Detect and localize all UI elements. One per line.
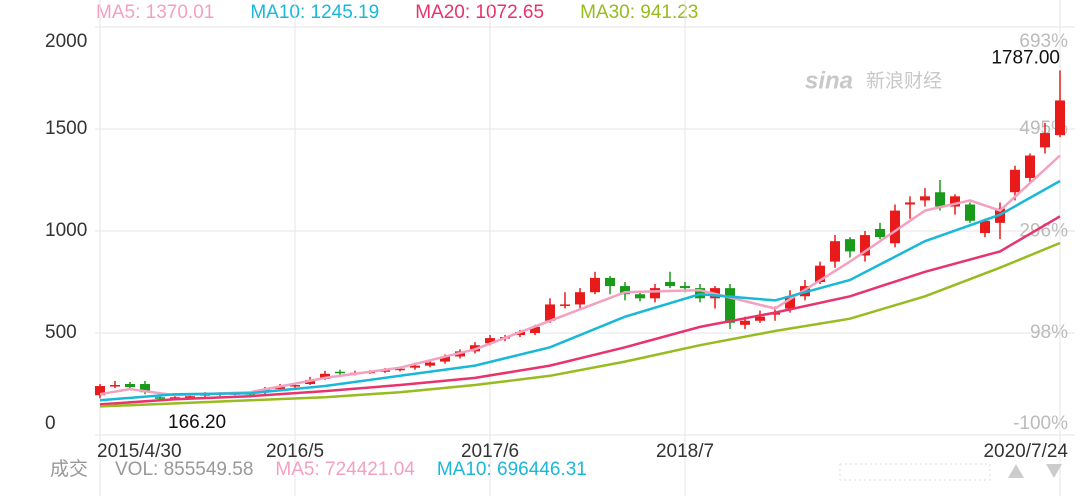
candle-body xyxy=(185,396,195,398)
candle-body xyxy=(110,385,120,387)
candle-body xyxy=(335,371,345,374)
volume-legend: MA10: 696446.31 xyxy=(437,459,587,480)
y2-tick-label: 296% xyxy=(1019,220,1068,241)
candle-body xyxy=(860,235,870,256)
candle-body xyxy=(845,239,855,252)
candle-body xyxy=(890,210,900,244)
x-tick-label: 2016/5 xyxy=(266,441,324,462)
watermark-name: 新浪财经 xyxy=(866,70,942,92)
candle-body xyxy=(725,288,735,323)
down-arrow[interactable] xyxy=(1046,464,1062,478)
candle-body xyxy=(650,288,660,299)
y2-tick-label: -100% xyxy=(1013,413,1068,434)
candle-body xyxy=(290,385,300,387)
ma-line xyxy=(99,215,1061,406)
legend-entry: MA20: 1072.65 xyxy=(415,2,544,23)
x-tick-label: 2018/7 xyxy=(656,441,714,462)
candle-body xyxy=(755,316,765,321)
candle-body xyxy=(605,277,615,287)
y-tick-label: 0 xyxy=(45,413,56,434)
candle-body xyxy=(965,204,975,221)
y-tick-label: 500 xyxy=(45,322,77,343)
x-tick-label: 2020/7/24 xyxy=(983,441,1068,462)
y-tick-label: 2000 xyxy=(45,31,87,52)
candle-body xyxy=(1025,155,1035,178)
candle-body xyxy=(125,384,135,388)
candle-body xyxy=(590,277,600,293)
candle-body xyxy=(950,196,960,207)
candle-body xyxy=(575,292,585,305)
candle-body xyxy=(980,220,990,234)
dotted-panel xyxy=(839,463,991,481)
x-tick-label: 2015/4/30 xyxy=(97,441,182,462)
legend-entry: MA10: 1245.19 xyxy=(250,2,379,23)
candle-body xyxy=(665,282,675,287)
candle-body xyxy=(155,397,165,399)
y-tick-label: 1500 xyxy=(45,118,87,139)
volume-legend: VOL: 855549.58 xyxy=(115,459,253,480)
candle-body xyxy=(1040,133,1050,148)
candle-body xyxy=(425,362,435,366)
candle-body xyxy=(635,294,645,299)
candle-body xyxy=(560,304,570,306)
legend-entry: MA30: 941.23 xyxy=(580,2,698,23)
candle-body xyxy=(620,286,630,295)
candle-body xyxy=(905,202,915,205)
candle-body xyxy=(920,196,930,201)
candle-body xyxy=(320,373,330,379)
candle-body xyxy=(530,326,540,333)
candle-body xyxy=(680,286,690,289)
volume-title: 成交 xyxy=(50,458,88,480)
y2-tick-label: 693% xyxy=(1019,31,1068,52)
price-annotation: 1787.00 xyxy=(991,47,1060,68)
up-arrow[interactable] xyxy=(1008,464,1024,478)
candle-body xyxy=(170,397,180,399)
x-tick-label: 2017/6 xyxy=(461,441,519,462)
y2-tick-label: 98% xyxy=(1030,322,1068,343)
candle-body xyxy=(545,304,555,321)
controls xyxy=(839,463,1062,481)
candle-body xyxy=(875,228,885,238)
candle-body xyxy=(815,265,825,282)
watermark-brand: sina xyxy=(805,67,853,94)
candle-body xyxy=(740,320,750,325)
price-annotation: 166.20 xyxy=(168,412,226,433)
candle-body xyxy=(485,338,495,344)
candle-body xyxy=(395,368,405,371)
ma-line xyxy=(99,179,1061,402)
y-tick-label: 1000 xyxy=(45,220,87,241)
ma-line xyxy=(99,241,1061,408)
candle-body xyxy=(410,365,420,368)
candle-body xyxy=(830,241,840,262)
volume-legend: MA5: 724421.04 xyxy=(275,459,415,480)
candle-body xyxy=(935,192,945,207)
candle-body xyxy=(1055,100,1065,136)
candle-body xyxy=(1010,169,1020,193)
candle-body xyxy=(140,384,150,393)
legend-entry: MA5: 1370.01 xyxy=(96,2,214,23)
candle-body xyxy=(95,386,105,396)
candle-body xyxy=(275,387,285,390)
candle-body xyxy=(785,296,795,309)
candle-body xyxy=(440,356,450,362)
